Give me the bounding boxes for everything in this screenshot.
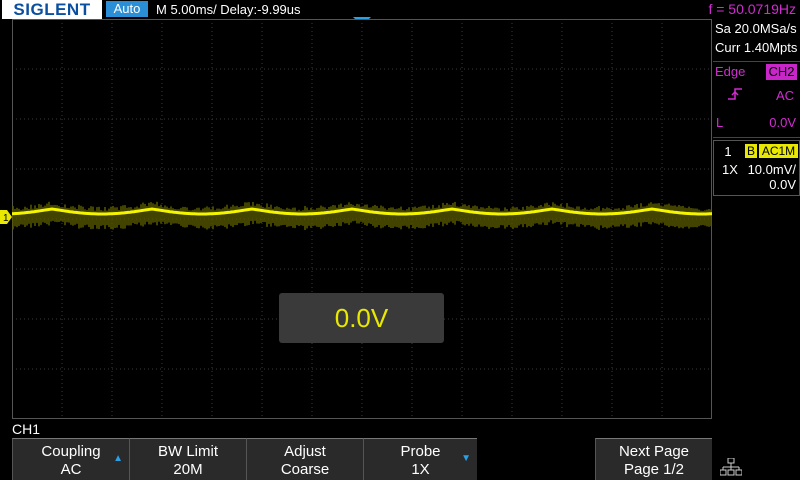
waveform-display[interactable] (12, 19, 712, 419)
trigger-coupling: AC (776, 88, 794, 103)
trigger-source: CH2 (766, 64, 797, 80)
softkey-bw-limit[interactable]: BW Limit 20M (129, 438, 246, 480)
ch1-marker-label: 1 (3, 213, 9, 224)
graticule (12, 19, 712, 419)
sample-rate: Sa 20.0MSa/s (715, 21, 797, 36)
offset-popup-value: 0.0V (279, 293, 444, 343)
channel-number: 1 (721, 144, 735, 159)
softkey-label: Next Page (596, 442, 712, 461)
channel-coupling-badge: AC1M (759, 144, 798, 158)
up-arrow-icon: ▲ (113, 453, 123, 464)
trigger-type: Edge (715, 64, 745, 79)
down-arrow-icon: ▼ (461, 453, 471, 464)
softkey-empty[interactable] (477, 438, 595, 480)
offset-popup: 0.0V (279, 293, 444, 343)
frequency-readout: f = 50.0719Hz (708, 0, 796, 19)
network-icon (720, 458, 742, 476)
softkey-adjust[interactable]: Adjust Coarse (246, 438, 363, 480)
menu-title: CH1 (12, 421, 40, 437)
brand-logo: SIGLENT (2, 0, 102, 19)
softkey-label: Adjust (247, 442, 363, 461)
ch1-offset-marker-icon[interactable]: 1 (0, 210, 12, 224)
trigger-level-label: L (716, 115, 723, 130)
rising-edge-icon (727, 86, 743, 102)
ch1-trace-noise (12, 202, 712, 230)
softkey-coupling[interactable]: Coupling AC ▲ (12, 438, 129, 480)
softkey-label: BW Limit (130, 442, 246, 461)
channel-probe: 1X (722, 162, 738, 177)
softkey-next-page[interactable]: Next Page Page 1/2 (595, 438, 712, 480)
channel-offset: 0.0V (769, 177, 796, 192)
softkey-label: Probe (364, 442, 477, 461)
channel-scale: 10.0mV/ (748, 162, 796, 177)
softkey-value: AC (13, 461, 129, 479)
trigger-level: 0.0V (769, 115, 796, 130)
softkey-probe[interactable]: Probe 1X ▼ (363, 438, 477, 480)
timebase-readout[interactable]: M 5.00ms/ Delay:-9.99us (156, 1, 301, 18)
softkey-value: Coarse (247, 461, 363, 479)
softkey-value: Page 1/2 (596, 461, 712, 479)
trigger-mode-badge[interactable]: Auto (106, 1, 148, 17)
softkey-value: 20M (130, 461, 246, 479)
memory-depth: Curr 1.40Mpts (715, 40, 797, 55)
softkey-value: 1X (364, 461, 477, 479)
bandwidth-limit-badge: B (745, 144, 757, 158)
softkey-label: Coupling (13, 442, 129, 461)
